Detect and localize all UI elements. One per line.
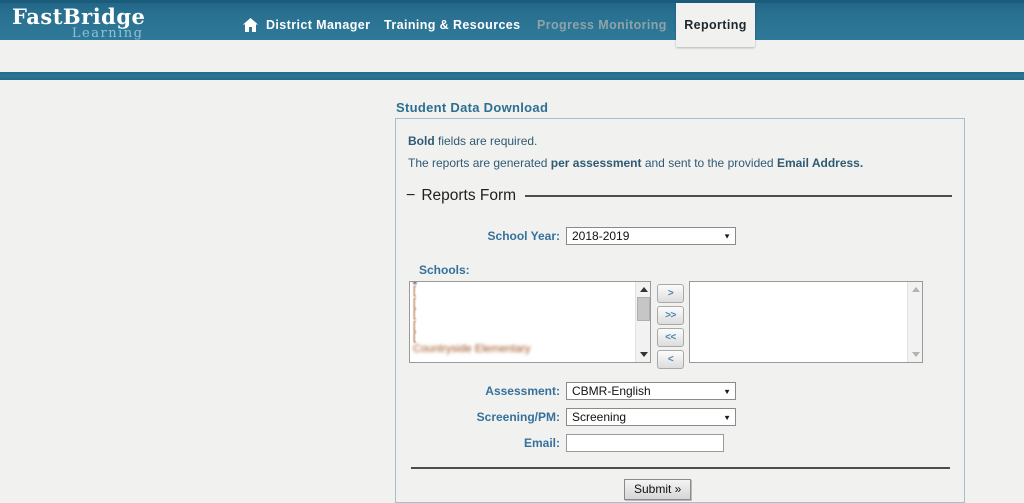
scroll-up-icon[interactable]: [908, 283, 922, 296]
legend-rule: [525, 195, 952, 197]
scroll-down-icon[interactable]: [636, 348, 650, 361]
schools-dual-listbox: ▪ [ [ [ [ [ Countryside Elementary > >> …: [409, 281, 954, 369]
school-year-value: 2018-2019: [572, 229, 630, 243]
assessment-label: Assessment:: [485, 384, 560, 398]
scrollbar-thumb[interactable]: [637, 297, 650, 321]
dropdown-arrow-icon: ▼: [723, 231, 731, 241]
schools-label: Schools:: [419, 263, 470, 277]
page-title: Student Data Download: [396, 100, 549, 115]
home-icon: [243, 17, 258, 32]
teal-divider-bar: [0, 72, 1024, 80]
screening-pm-value: Screening: [572, 410, 627, 424]
schools-available-scrollbar[interactable]: [635, 282, 650, 362]
note-segment-bold: per assessment: [550, 156, 642, 170]
note-segment-bold: Email Address.: [776, 156, 864, 170]
move-all-right-button[interactable]: >>: [657, 306, 684, 325]
scroll-down-icon[interactable]: [908, 348, 922, 361]
assessment-row: Assessment: CBMR-English ▼: [406, 382, 954, 400]
schools-selected-scrollbar[interactable]: [907, 282, 922, 362]
reports-form-legend-row: − Reports Form: [406, 187, 954, 205]
move-all-left-button[interactable]: <<: [657, 328, 684, 347]
dropdown-arrow-icon: ▼: [723, 386, 731, 396]
assessment-value: CBMR-English: [572, 384, 651, 398]
redacted-school-item[interactable]: [: [413, 286, 417, 297]
school-year-label: School Year:: [487, 229, 560, 243]
required-note-rest: fields are required.: [434, 134, 538, 148]
redacted-school-item[interactable]: [: [413, 309, 417, 320]
brand-name: FastBridge: [12, 4, 146, 29]
submit-button[interactable]: Submit »: [624, 479, 692, 500]
redacted-school-item[interactable]: Countryside Elementary: [413, 343, 531, 355]
nav-item-progress-monitoring[interactable]: Progress Monitoring: [537, 6, 667, 43]
top-nav-bar: FastBridge Learning District Manager Tra…: [0, 0, 1024, 47]
redacted-school-item[interactable]: ▪: [410, 282, 650, 286]
redacted-school-item[interactable]: [: [413, 332, 417, 343]
submit-row: Submit »: [406, 479, 954, 500]
schools-available-list[interactable]: ▪ [ [ [ [ [ Countryside Elementary: [409, 281, 651, 363]
report-generation-note: The reports are generated per assessment…: [408, 155, 954, 172]
nav-label: Reporting: [684, 18, 747, 32]
required-fields-note: Bold fields are required.: [408, 133, 954, 150]
screening-pm-select[interactable]: Screening ▼: [566, 408, 736, 426]
school-year-row: School Year: 2018-2019 ▼: [406, 227, 954, 245]
note-segment: The reports are generated: [408, 156, 551, 170]
brand-logo[interactable]: FastBridge Learning: [12, 6, 145, 40]
assessment-select[interactable]: CBMR-English ▼: [566, 382, 736, 400]
reports-form-legend: Reports Form: [421, 187, 517, 204]
scroll-up-icon[interactable]: [636, 283, 650, 296]
nav-label: Training & Resources: [384, 17, 521, 32]
transfer-buttons: > >> << <: [657, 284, 684, 369]
required-note-bold: Bold: [408, 134, 435, 148]
student-data-download-panel: Bold fields are required. The reports ar…: [395, 118, 965, 503]
form-bottom-rule: [411, 467, 950, 469]
redacted-school-item[interactable]: [: [413, 297, 417, 309]
screening-pm-label: Screening/PM:: [476, 410, 560, 424]
move-right-button[interactable]: >: [657, 284, 684, 303]
schools-selected-list[interactable]: [689, 281, 923, 363]
nav-item-district-manager[interactable]: District Manager: [243, 6, 370, 43]
dropdown-arrow-icon: ▼: [723, 412, 731, 422]
redacted-school-item[interactable]: [: [413, 320, 417, 332]
email-label: Email:: [523, 436, 560, 450]
email-input[interactable]: [566, 434, 724, 452]
move-left-button[interactable]: <: [657, 350, 684, 369]
nav-label: District Manager: [266, 17, 371, 32]
brand-subtitle: Learning: [71, 26, 144, 41]
nav-item-training-resources[interactable]: Training & Resources: [384, 6, 521, 43]
email-row: Email:: [406, 434, 954, 452]
screening-pm-row: Screening/PM: Screening ▼: [406, 408, 954, 426]
nav-tab-reporting-active[interactable]: Reporting: [676, 3, 755, 47]
collapse-minus-icon[interactable]: −: [406, 187, 416, 204]
nav-label: Progress Monitoring: [537, 17, 667, 32]
school-year-select[interactable]: 2018-2019 ▼: [566, 227, 736, 245]
note-segment: and sent to the provided: [641, 156, 777, 170]
